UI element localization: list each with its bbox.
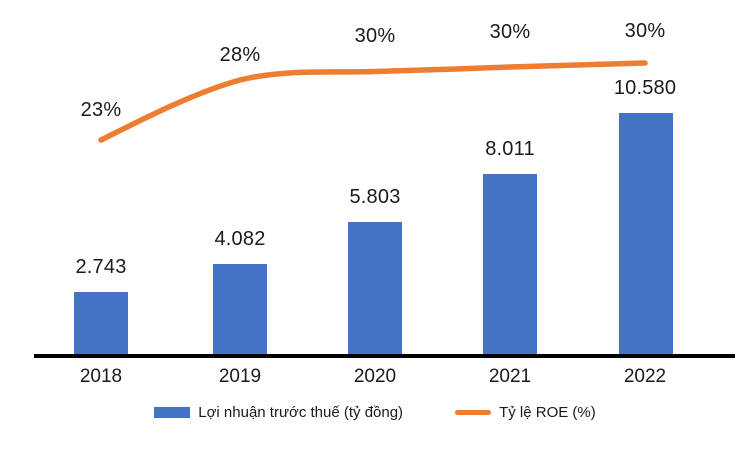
bar-2021[interactable] [483, 174, 537, 355]
x-axis-label-2018: 2018 [79, 366, 123, 387]
legend-bar-swatch-icon [154, 407, 191, 418]
bar-2022[interactable] [619, 113, 673, 355]
roe-data-label-2022: 30% [624, 20, 666, 42]
roe-data-label-2020: 30% [354, 25, 396, 47]
x-axis-label-2021: 2021 [488, 366, 532, 387]
legend-label-roe: Tỷ lệ ROE (%) [499, 404, 596, 421]
chart-legend: Lợi nhuận trước thuế (tỷ đồng) Tỷ lệ ROE… [0, 404, 750, 421]
bar-data-label-2020: 5.803 [349, 186, 401, 208]
roe-line-path[interactable] [98, 60, 648, 143]
chart-svg [34, 60, 735, 358]
x-axis-label-2019: 2019 [218, 366, 262, 387]
roe-data-label-2021: 30% [489, 21, 531, 43]
plot-area: 2.743 4.082 5.803 8.011 10.580 23% 28% 3… [34, 20, 735, 387]
bar-2018[interactable] [74, 292, 128, 355]
legend-item-profit[interactable]: Lợi nhuận trước thuế (tỷ đồng) [154, 404, 403, 421]
x-axis-label-2020: 2020 [353, 366, 397, 387]
bar-data-label-2022: 10.580 [613, 77, 677, 99]
bar-data-label-2019: 4.082 [214, 228, 266, 250]
bar-series [74, 113, 673, 355]
bar-data-label-2018: 2.743 [75, 256, 127, 278]
bar-data-label-2021: 8.011 [485, 138, 535, 160]
roe-line-series[interactable] [98, 60, 648, 143]
roe-data-label-2018: 23% [80, 99, 122, 121]
roe-data-label-2019: 28% [219, 44, 261, 66]
legend-item-roe[interactable]: Tỷ lệ ROE (%) [455, 404, 596, 421]
bar-2019[interactable] [213, 264, 267, 355]
bar-2020[interactable] [348, 222, 402, 355]
legend-label-profit: Lợi nhuận trước thuế (tỷ đồng) [198, 404, 404, 421]
x-axis-label-2022: 2022 [623, 366, 667, 387]
legend-line-swatch-icon [455, 410, 492, 415]
